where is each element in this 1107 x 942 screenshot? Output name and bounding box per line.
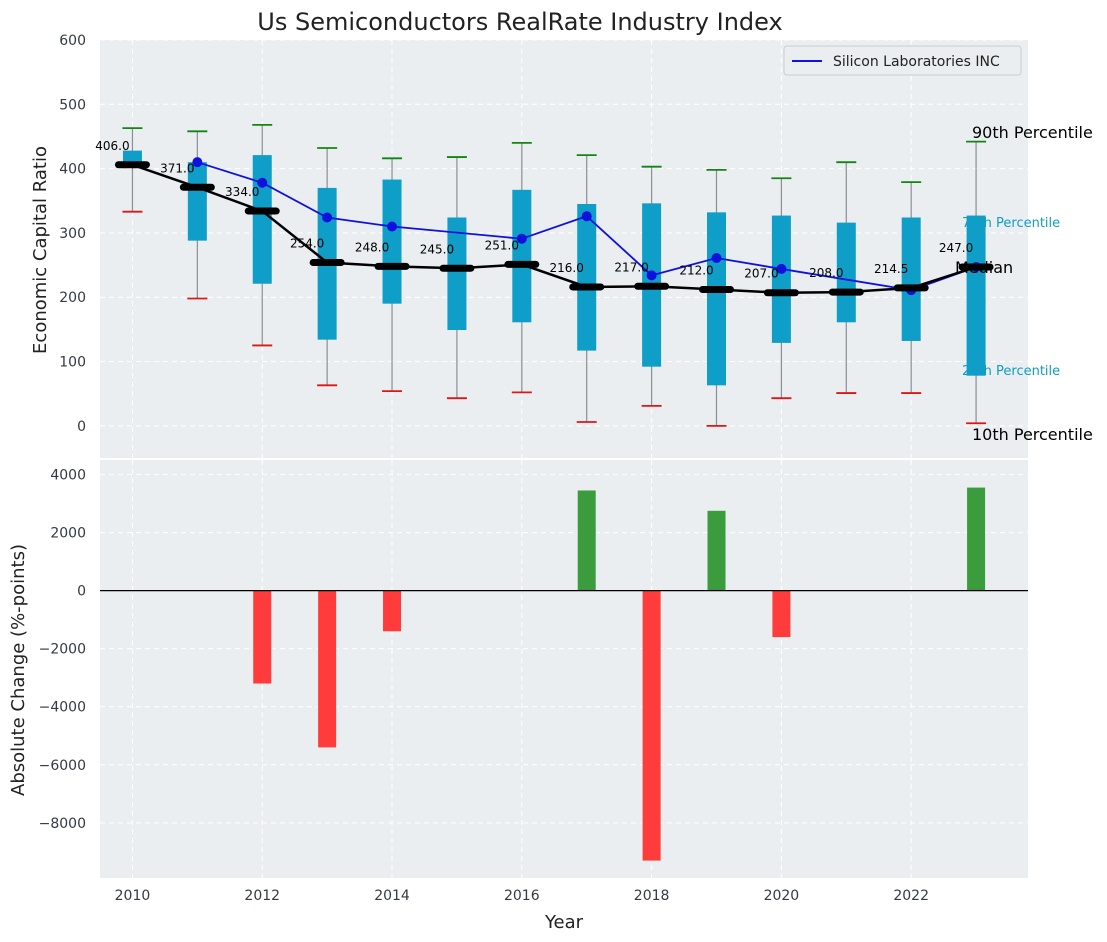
positive-change-bar: [577, 490, 596, 591]
iqr-box: [707, 212, 727, 386]
negative-change-bar: [383, 590, 402, 632]
iqr-box: [771, 215, 791, 343]
iqr-box: [836, 222, 856, 323]
iqr-box: [382, 179, 402, 304]
median-value-label: 406.0: [95, 139, 129, 153]
x-ticks: 2010 2012 2014 2016 2018 2020 2022: [115, 888, 929, 904]
bottom-y-tick-label: 0: [77, 584, 86, 600]
iqr-box: [122, 150, 142, 165]
top-y-tick-label: 200: [59, 290, 86, 306]
company-point: [776, 263, 787, 274]
median-value-label: 216.0: [550, 261, 584, 275]
top-y-tick-label: 500: [59, 97, 86, 113]
iqr-box: [187, 162, 207, 241]
label-75th-percentile: 75th Percentile: [962, 216, 1060, 231]
legend-box: [783, 45, 1022, 76]
bottom-y-tick-label: −6000: [39, 758, 86, 774]
chart-title: Us Semiconductors RealRate Industry Inde…: [257, 8, 782, 36]
median-value-label: 207.0: [744, 267, 778, 281]
x-tick-label: 2016: [504, 888, 540, 904]
top-y-tick-label: 600: [59, 33, 86, 49]
negative-change-bar: [772, 590, 791, 638]
company-point: [322, 212, 333, 223]
boxes: [122, 150, 986, 386]
positive-change-bar: [707, 510, 726, 591]
top-y-tick-label: 100: [59, 355, 86, 371]
bottom-y-ticks: 4000 2000 0 −2000 −4000 −6000 −8000: [39, 468, 86, 832]
iqr-box: [512, 189, 532, 323]
bottom-y-tick-label: −2000: [39, 642, 86, 658]
company-point: [711, 253, 722, 264]
company-point: [581, 211, 592, 222]
bottom-y-tick-label: −4000: [39, 700, 86, 716]
median-value-label: 251.0: [485, 238, 519, 252]
median-value-label: 245.0: [420, 242, 454, 256]
bottom-plot-area: [100, 460, 1028, 878]
median-value-label: 334.0: [225, 185, 259, 199]
label-10th-percentile: 10th Percentile: [972, 425, 1093, 444]
iqr-box: [966, 215, 986, 376]
top-y-axis-label: Economic Capital Ratio: [30, 146, 51, 354]
iqr-box: [447, 217, 467, 331]
company-point: [192, 157, 203, 168]
negative-change-bar: [642, 590, 661, 861]
label-90th-percentile: 90th Percentile: [972, 123, 1093, 142]
top-y-ticks: 0 100 200 300 400 500 600: [59, 33, 86, 435]
positive-change-bar: [967, 487, 986, 591]
median-value-label: 214.5: [874, 262, 908, 276]
x-tick-label: 2010: [115, 888, 151, 904]
median-value-label: 248.0: [355, 240, 389, 254]
x-tick-label: 2014: [374, 888, 410, 904]
median-value-label: 208.0: [809, 266, 843, 280]
x-tick-label: 2018: [634, 888, 670, 904]
x-tick-label: 2022: [893, 888, 929, 904]
company-point: [387, 221, 398, 232]
bottom-y-tick-label: −8000: [39, 816, 86, 832]
change-bars: [253, 487, 986, 861]
bottom-y-tick-label: 4000: [50, 468, 86, 484]
top-y-tick-label: 300: [59, 226, 86, 242]
iqr-box: [901, 217, 921, 341]
legend-label: Silicon Laboratories INC: [833, 54, 1000, 70]
company-point: [646, 270, 657, 281]
x-tick-label: 2012: [244, 888, 280, 904]
top-y-tick-label: 400: [59, 162, 86, 178]
iqr-box: [252, 155, 272, 284]
legend: Silicon Laboratories INC: [783, 45, 1022, 76]
top-y-tick-label: 0: [77, 419, 86, 435]
company-point: [257, 177, 268, 188]
median-value-label: 371.0: [160, 161, 194, 175]
median-value-label: 217.0: [614, 260, 648, 274]
median-series: [114, 161, 994, 297]
negative-change-bar: [253, 590, 272, 684]
iqr-box: [577, 203, 597, 351]
median-value-label: 247.0: [939, 241, 973, 255]
top-plot-area: [100, 40, 1028, 458]
x-axis-label: Year: [544, 912, 584, 933]
label-median: Median: [955, 258, 1013, 277]
x-tick-label: 2020: [764, 888, 800, 904]
negative-change-bar: [318, 590, 337, 748]
company-point: [516, 233, 527, 244]
bottom-y-tick-label: 2000: [50, 526, 86, 542]
label-25th-percentile: 25th Percentile: [962, 364, 1060, 379]
median-value-label: 254.0: [290, 237, 324, 251]
bottom-y-axis-label: Absolute Change (%-points): [8, 544, 29, 796]
median-labels: 406.0 371.0 334.0 254.0 248.0 245.0 251.0 216.0…: [95, 139, 973, 281]
median-value-label: 212.0: [679, 264, 713, 278]
